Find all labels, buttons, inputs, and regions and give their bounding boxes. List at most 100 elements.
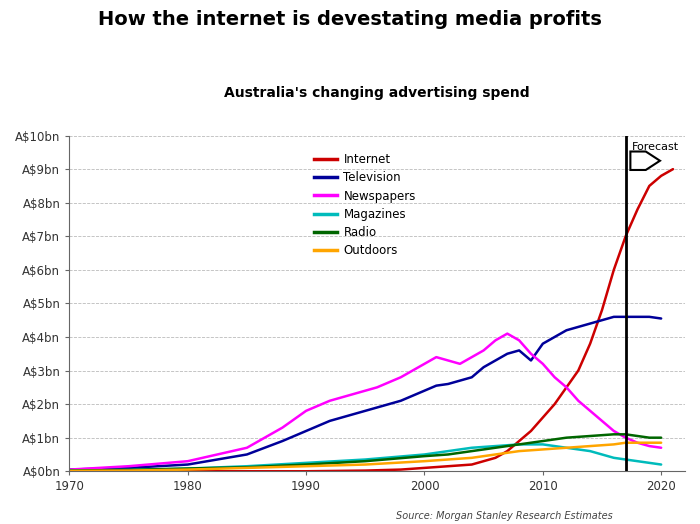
Television [515, 347, 524, 354]
Title: Australia's changing advertising spend: Australia's changing advertising spend [224, 86, 530, 100]
Newspapers [125, 463, 133, 470]
Radio [610, 431, 618, 438]
Radio [645, 434, 654, 441]
Television [480, 364, 488, 370]
FancyArrow shape [631, 151, 660, 170]
Internet [550, 401, 559, 407]
Line: Television: Television [69, 317, 661, 470]
Newspapers [468, 354, 476, 361]
Television [125, 465, 133, 471]
Magazines [444, 448, 452, 454]
Television [634, 314, 642, 320]
Newspapers [634, 440, 642, 446]
Outdoors [634, 440, 642, 446]
Magazines [634, 458, 642, 464]
Television [622, 314, 630, 320]
Internet [668, 166, 677, 172]
Magazines [538, 441, 547, 447]
Outdoors [125, 467, 133, 474]
Newspapers [645, 443, 654, 449]
Newspapers [302, 408, 310, 414]
Internet [397, 466, 405, 473]
Newspapers [349, 391, 358, 397]
Radio [562, 434, 570, 441]
Radio [657, 434, 666, 441]
Outdoors [243, 465, 251, 471]
Internet [468, 462, 476, 468]
Newspapers [657, 444, 666, 451]
Television [503, 351, 512, 357]
Television [550, 334, 559, 340]
Newspapers [432, 354, 440, 361]
Outdoors [515, 448, 524, 454]
Radio [622, 431, 630, 438]
Newspapers [586, 408, 594, 414]
Radio [125, 467, 133, 473]
Newspapers [420, 361, 428, 367]
Outdoors [65, 468, 74, 474]
Outdoors [491, 451, 500, 457]
Newspapers [326, 398, 334, 404]
Outdoors [361, 462, 370, 468]
Internet [361, 467, 370, 474]
Television [598, 317, 606, 323]
Internet [125, 468, 133, 474]
Internet [527, 428, 536, 434]
Internet [65, 468, 74, 474]
Newspapers [243, 444, 251, 451]
Magazines [515, 441, 524, 447]
Magazines [420, 451, 428, 457]
Outdoors [183, 466, 192, 473]
Magazines [361, 456, 370, 463]
Radio [515, 441, 524, 447]
Internet [444, 463, 452, 470]
Internet [645, 183, 654, 189]
Radio [183, 465, 192, 472]
Television [610, 314, 618, 320]
Magazines [491, 443, 500, 449]
Outdoors [645, 440, 654, 446]
Internet [586, 341, 594, 347]
Television [527, 357, 536, 364]
Magazines [657, 462, 666, 468]
Television [65, 466, 74, 473]
Television [420, 388, 428, 394]
Newspapers [456, 361, 464, 367]
Line: Radio: Radio [69, 434, 661, 471]
Magazines [622, 456, 630, 463]
Internet [622, 233, 630, 239]
Newspapers [527, 351, 536, 357]
Line: Outdoors: Outdoors [69, 443, 661, 471]
Newspapers [65, 466, 74, 473]
Magazines [302, 460, 310, 466]
Internet [657, 173, 666, 179]
Radio [302, 462, 310, 468]
Legend: Internet, Television, Newspapers, Magazines, Radio, Outdoors: Internet, Television, Newspapers, Magazi… [309, 148, 421, 262]
Television [349, 411, 358, 417]
Radio [634, 433, 642, 439]
Magazines [586, 448, 594, 454]
Television [657, 315, 666, 322]
Television [326, 418, 334, 424]
Outdoors [302, 463, 310, 470]
Internet [420, 465, 428, 471]
Line: Newspapers: Newspapers [69, 334, 661, 470]
Outdoors [610, 441, 618, 447]
Newspapers [574, 398, 582, 404]
Magazines [183, 465, 192, 472]
Radio [586, 433, 594, 439]
Magazines [610, 455, 618, 461]
Internet [491, 455, 500, 461]
Television [397, 398, 405, 404]
Newspapers [515, 337, 524, 343]
Outdoors [444, 456, 452, 463]
Radio [65, 467, 74, 474]
Internet [562, 384, 570, 390]
Radio [491, 444, 500, 451]
Line: Internet: Internet [69, 169, 673, 471]
Magazines [243, 463, 251, 470]
Television [183, 462, 192, 468]
Television [373, 405, 382, 411]
Television [444, 381, 452, 387]
Newspapers [562, 384, 570, 390]
